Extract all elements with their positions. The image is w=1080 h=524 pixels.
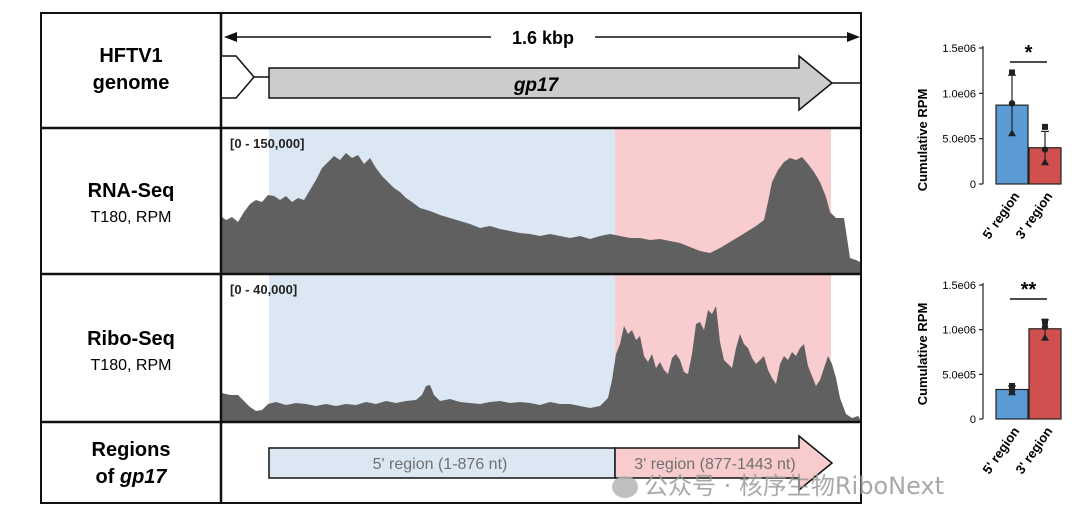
gene-arrow (268, 54, 834, 112)
scale-bar-right-arrow (847, 32, 860, 42)
gene-name: gp17 (513, 75, 560, 96)
chart1-bar (1028, 328, 1062, 420)
chart1-y-tick-label: 5.0e05 (942, 369, 976, 381)
track-svg: HFTV1 genome 1.6 kbp gp17 RNA-Seq T180, … (40, 12, 862, 504)
chart0-point-circle (1008, 100, 1016, 107)
figure-border (40, 12, 862, 504)
ribo-5prime-shade (269, 274, 615, 422)
region-5prime-box (268, 447, 616, 479)
chart1-significance-label: ** (1021, 279, 1037, 301)
chart1-point-square (1042, 318, 1048, 325)
upstream-arrow (222, 55, 255, 99)
rna-seq-label: RNA-Seq (88, 180, 175, 202)
ribo-seq-sublabel: T180, RPM (91, 357, 172, 374)
bar-chart-top-ylabel: Cumulative RPM (915, 89, 930, 192)
ribo-seq-label: Ribo-Seq (87, 328, 175, 350)
ribo-range-label: [0 - 40,000] (230, 282, 297, 297)
track-figure: HFTV1 genome 1.6 kbp gp17 RNA-Seq T180, … (40, 12, 863, 504)
genome-label-line2: genome (93, 72, 170, 94)
chart0-point-square (1042, 123, 1048, 130)
regions-label-line1: Regions (92, 439, 171, 461)
chart1-point-triangle (1008, 388, 1016, 396)
region-5prime-label: 5' region (1-876 nt) (373, 456, 508, 473)
chart0-y-tick-label: 0 (970, 179, 976, 191)
bar-chart-bottom-ylabel: Cumulative RPM (915, 303, 930, 406)
chart1-point-triangle (1041, 333, 1049, 341)
rna-range-label: [0 - 150,000] (230, 136, 304, 151)
rna-coverage-area (222, 153, 862, 274)
chart1-y-tick-label: 1.0e06 (942, 325, 976, 337)
chart0-point-triangle (1041, 158, 1049, 166)
chart1-point-circle (1041, 323, 1049, 331)
region-3prime-arrow (614, 434, 834, 492)
genome-label-line1: HFTV1 (99, 45, 162, 67)
watermark: 公众号 · 核序生物RiboNext (612, 466, 944, 501)
chart0-point-triangle (1008, 129, 1016, 137)
region-3prime-label: 3' region (877-1443 nt) (634, 456, 795, 473)
rna-seq-sublabel: T180, RPM (91, 209, 172, 226)
chart1-point-square (1009, 382, 1015, 389)
watermark-text: 公众号 · 核序生物RiboNext (644, 472, 945, 500)
scale-label-bg (491, 25, 595, 49)
regions-label-prefix: of (95, 466, 119, 488)
regions-label-gene: gp17 (119, 466, 168, 488)
chart0-y-tick-label: 1.0e06 (942, 88, 976, 100)
chart0-y-tick-label: 5.0e05 (942, 134, 976, 146)
chart0-point-circle (1041, 146, 1049, 153)
chart0-significance-label: * (1025, 42, 1033, 64)
chart1-y-tick-label: 0 (970, 414, 976, 426)
chart0-y-tick-label: 1.5e06 (942, 43, 976, 55)
chart1-y-tick-label: 1.5e06 (942, 280, 976, 292)
chart0-point-square (1009, 69, 1015, 76)
regions-label-line2: of gp17 (95, 466, 167, 488)
ribo-coverage-area (222, 306, 862, 422)
scale-bar-left-arrow (224, 32, 237, 42)
scale-label: 1.6 kbp (512, 28, 574, 48)
wechat-logo-icon (612, 476, 638, 498)
